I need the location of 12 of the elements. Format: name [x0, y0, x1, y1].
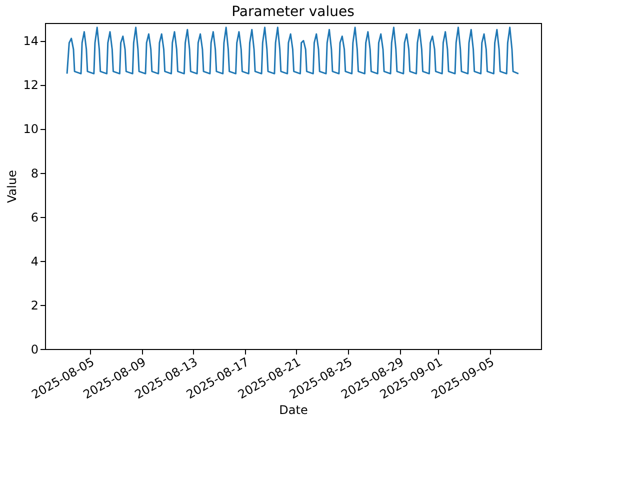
- y-tick-label: 14: [23, 34, 38, 48]
- chart-title: Parameter values: [232, 4, 354, 20]
- y-tick-label: 6: [30, 210, 38, 224]
- y-axis-title: Value: [5, 170, 20, 203]
- y-tick-label: 8: [30, 166, 38, 180]
- y-tick-label: 4: [30, 254, 38, 268]
- y-tick-label: 10: [23, 122, 38, 136]
- y-tick-label: 0: [30, 342, 38, 356]
- x-axis-title: Date: [279, 402, 308, 417]
- line-series: [66, 26, 520, 74]
- y-tick-label: 12: [23, 78, 38, 92]
- y-tick-label: 2: [30, 298, 38, 312]
